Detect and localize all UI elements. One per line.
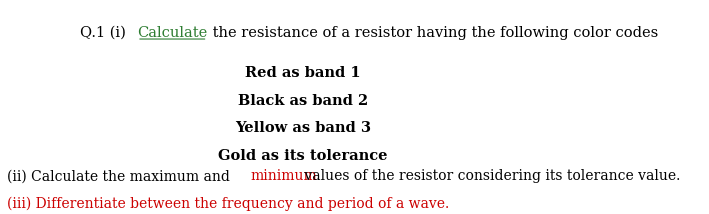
Text: Black as band 2: Black as band 2 <box>238 94 368 108</box>
Text: minimum: minimum <box>250 169 317 183</box>
Text: Gold as its tolerance: Gold as its tolerance <box>218 149 388 163</box>
Text: Q.1 (i): Q.1 (i) <box>79 26 130 40</box>
Text: (iii) Differentiate between the frequency and period of a wave.: (iii) Differentiate between the frequenc… <box>7 197 450 211</box>
Text: Calculate: Calculate <box>137 26 207 40</box>
Text: the resistance of a resistor having the following color codes: the resistance of a resistor having the … <box>208 26 658 40</box>
Text: values of the resistor considering its tolerance value.: values of the resistor considering its t… <box>301 169 681 183</box>
Text: Red as band 1: Red as band 1 <box>245 67 361 80</box>
Text: (ii) Calculate the maximum and: (ii) Calculate the maximum and <box>7 169 235 183</box>
Text: Yellow as band 3: Yellow as band 3 <box>235 121 371 135</box>
